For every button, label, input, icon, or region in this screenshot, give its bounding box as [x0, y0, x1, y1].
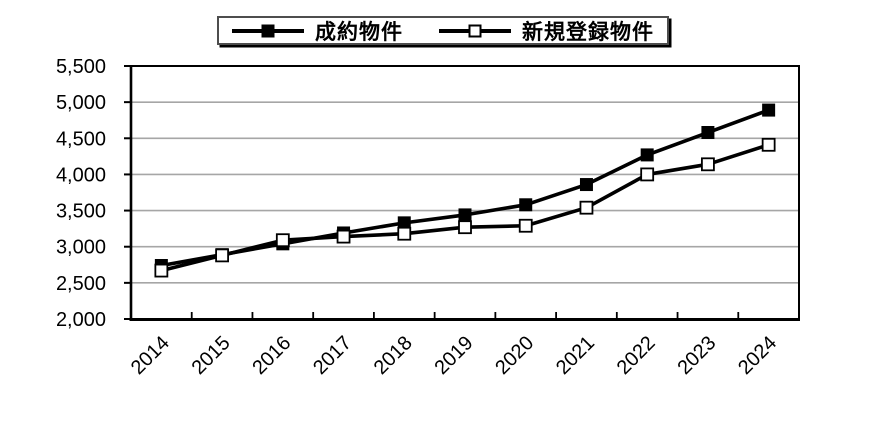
data-point-contracted-2020 [519, 198, 533, 212]
series-line-contracted [161, 108, 770, 268]
open-square-line-sample-icon [439, 24, 511, 38]
y-tick-label: 5,000 [56, 92, 106, 114]
x-tick-label: 2023 [673, 332, 720, 379]
data-point-new-listings-2018 [397, 226, 412, 241]
x-tick-label: 2019 [431, 332, 478, 379]
data-point-new-listings-2017 [336, 229, 351, 244]
x-tick-label: 2021 [552, 332, 599, 379]
x-tick-label: 2018 [370, 332, 417, 379]
data-point-contracted-2023 [701, 126, 715, 140]
data-point-new-listings-2022 [640, 167, 655, 182]
x-tick-label: 2015 [188, 332, 235, 379]
y-tick-label: 5,500 [56, 56, 106, 78]
legend-label-new-listings: 新規登録物件 [522, 20, 654, 44]
legend-item-new-listings: 新規登録物件 [439, 16, 654, 46]
data-point-contracted-2024 [762, 103, 776, 117]
data-point-new-listings-2021 [579, 200, 594, 215]
x-tick-label: 2017 [309, 332, 356, 379]
data-point-contracted-2021 [579, 178, 593, 192]
x-tick-label: 2020 [491, 332, 538, 379]
data-point-new-listings-2024 [761, 137, 776, 152]
series-line-new-listings [160, 143, 770, 273]
legend-label-contracted: 成約物件 [315, 20, 403, 44]
y-tick-label: 3,000 [56, 237, 106, 259]
data-point-new-listings-2015 [215, 248, 229, 263]
chart-legend: 成約物件 新規登録物件 [217, 16, 669, 45]
data-point-new-listings-2023 [701, 157, 715, 172]
y-tick-label: 4,500 [56, 128, 106, 150]
data-point-new-listings-2019 [458, 220, 472, 235]
legend-item-contracted: 成約物件 [232, 16, 403, 46]
x-tick-label: 2022 [613, 332, 660, 379]
x-tick-label: 2016 [248, 332, 295, 379]
data-point-contracted-2019 [458, 208, 472, 222]
data-point-contracted-2022 [640, 148, 654, 162]
x-tick-label: 2024 [734, 332, 781, 379]
y-tick-label: 2,500 [56, 273, 106, 295]
plot-border [130, 65, 800, 320]
data-point-new-listings-2014 [154, 263, 169, 278]
y-tick-label: 3,500 [56, 201, 106, 223]
y-tick-label: 2,000 [56, 309, 106, 331]
x-tick-label: 2014 [127, 332, 174, 379]
data-point-new-listings-2020 [518, 218, 533, 233]
y-tick-label: 4,000 [56, 164, 106, 186]
data-point-new-listings-2016 [275, 233, 290, 248]
filled-square-line-sample-icon [232, 24, 304, 38]
